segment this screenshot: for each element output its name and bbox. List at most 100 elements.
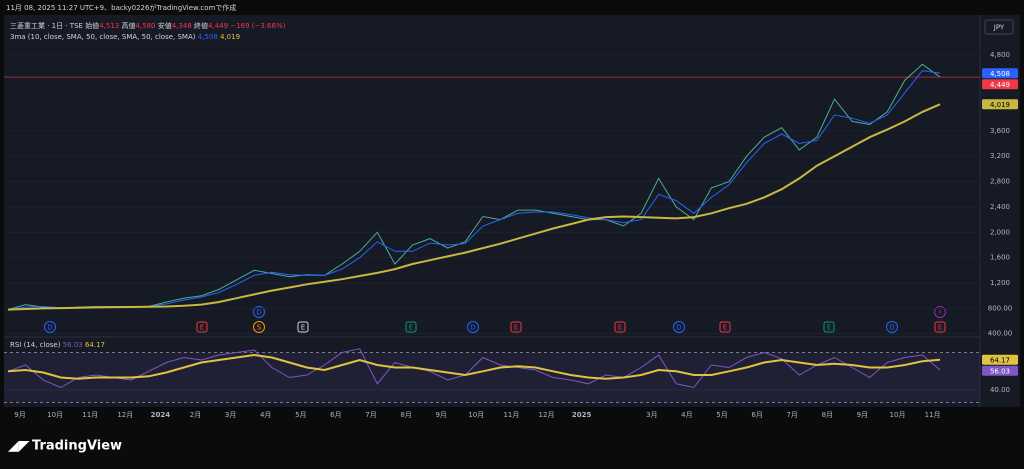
x-tick-label: 11月	[925, 411, 941, 419]
x-tick-label: 5月	[295, 411, 306, 419]
y-tick-label: 1,200	[990, 279, 1010, 287]
x-tick-label: 2024	[151, 411, 171, 419]
event-label: D	[889, 324, 894, 332]
event-label: E	[200, 324, 204, 332]
event-label: E	[723, 324, 727, 332]
ohlc-label: 高値	[121, 21, 135, 30]
series-line	[7, 348, 941, 389]
event-icon	[253, 321, 265, 333]
value-label-bg	[982, 354, 1018, 365]
x-tick-label: 11月	[82, 411, 98, 419]
legend-value: 4,019	[220, 33, 240, 41]
x-tick-label: 3月	[225, 411, 236, 419]
event-label: E	[938, 324, 942, 332]
x-tick-label: 9月	[435, 411, 446, 419]
event-label: D	[470, 324, 475, 332]
event-icon	[44, 321, 56, 333]
event-label: ⚡	[938, 309, 943, 317]
logo-mark: ◢◤	[8, 438, 30, 454]
ohlc-label: 安値	[158, 21, 172, 30]
value-label-bg	[982, 99, 1018, 110]
x-tick-label: 5月	[716, 411, 727, 419]
event-icon	[510, 321, 522, 333]
value-label: 4,508	[990, 70, 1010, 78]
x-tick-label: 10月	[468, 411, 484, 419]
value-label-bg	[982, 79, 1018, 90]
legend-value: 4,508	[198, 33, 218, 41]
x-tick-label: 2月	[190, 411, 201, 419]
event-icon	[673, 321, 685, 333]
series-line	[7, 63, 941, 311]
ohlc-value: 4,348	[172, 22, 192, 30]
value-label-bg	[982, 68, 1018, 79]
ohlc-label: 終値	[194, 21, 208, 30]
event-icon	[934, 306, 946, 318]
y-tick-label: 1,600	[990, 254, 1010, 262]
y-tick-label: 800.00	[988, 304, 1013, 312]
series-line	[7, 353, 941, 380]
legend: 三菱重工業 · 1日 · TSE 始値4,513 高値4,580 安値4,348…	[10, 21, 286, 30]
x-tick-label: 11月	[503, 411, 519, 419]
rsi-legend: RSI (14, close) 56.03 64.17	[10, 341, 105, 349]
x-tick-label: 7月	[365, 411, 376, 419]
event-label: E	[514, 324, 518, 332]
x-tick-label: 8月	[400, 411, 411, 419]
symbol: 三菱重工業 · 1日 · TSE	[10, 21, 83, 30]
event-label: E	[301, 324, 305, 332]
event-icon	[297, 321, 309, 333]
x-tick-label: 12月	[117, 411, 133, 419]
legend-value: 56.03	[63, 341, 83, 349]
event-label: D	[47, 324, 52, 332]
x-tick-label: 10月	[47, 411, 63, 419]
event-icon	[886, 321, 898, 333]
indicator-legend: 3ma (10, close, SMA, 50, close, SMA, 50,…	[10, 33, 240, 41]
currency[interactable]: JPY	[993, 24, 1005, 32]
x-tick-label: 9月	[14, 411, 25, 419]
x-tick-label: 4月	[681, 411, 692, 419]
value-label: 4,019	[990, 101, 1010, 109]
ohlc-value: 4,449	[208, 22, 228, 30]
y-tick-label: 40.00	[990, 386, 1010, 394]
y-tick-label: 2,800	[990, 178, 1010, 186]
event-icon	[196, 321, 208, 333]
x-tick-label: 4月	[260, 411, 271, 419]
ohlc-value: 4,513	[99, 22, 119, 30]
event-label: E	[827, 324, 831, 332]
value-label: 64.17	[990, 356, 1010, 364]
event-icon	[719, 321, 731, 333]
y-tick-label: 3,600	[990, 127, 1010, 135]
change: −169 (−3.66%)	[230, 22, 285, 30]
y-tick-label: 3,200	[990, 152, 1010, 160]
x-tick-label: 6月	[330, 411, 341, 419]
event-label: D	[256, 309, 261, 317]
event-label: S	[257, 324, 262, 332]
currency-button[interactable]	[984, 19, 1014, 35]
indicator-name: RSI (14, close)	[10, 341, 61, 349]
logo: TradingView	[32, 439, 122, 454]
timestamp: 11月 08, 2025 11:27 UTC+9、backy0226がTradi…	[6, 3, 236, 12]
panel	[4, 15, 1020, 407]
rsi-band-fill	[4, 352, 980, 403]
event-label: E	[409, 324, 413, 332]
event-icon	[405, 321, 417, 333]
event-label: D	[676, 324, 681, 332]
legend-value: 64.17	[85, 341, 105, 349]
event-icon	[614, 321, 626, 333]
x-tick-label: 2025	[572, 411, 592, 419]
series-line	[7, 70, 941, 311]
y-tick-label: 400.00	[988, 330, 1013, 338]
series-line	[7, 103, 941, 311]
y-tick-label: 2,400	[990, 203, 1010, 211]
y-tick-label: 2,000	[990, 228, 1010, 236]
x-tick-label: 10月	[890, 411, 906, 419]
event-label: E	[618, 324, 622, 332]
event-icon	[253, 306, 265, 318]
value-label: 4,449	[990, 81, 1010, 89]
event-icon	[823, 321, 835, 333]
value-label-bg	[982, 365, 1018, 376]
indicator-name: 3ma (10, close, SMA, 50, close, SMA, 50,…	[10, 33, 196, 41]
ohlc-value: 4,580	[135, 22, 155, 30]
x-tick-label: 6月	[751, 411, 762, 419]
x-tick-label: 7月	[786, 411, 797, 419]
